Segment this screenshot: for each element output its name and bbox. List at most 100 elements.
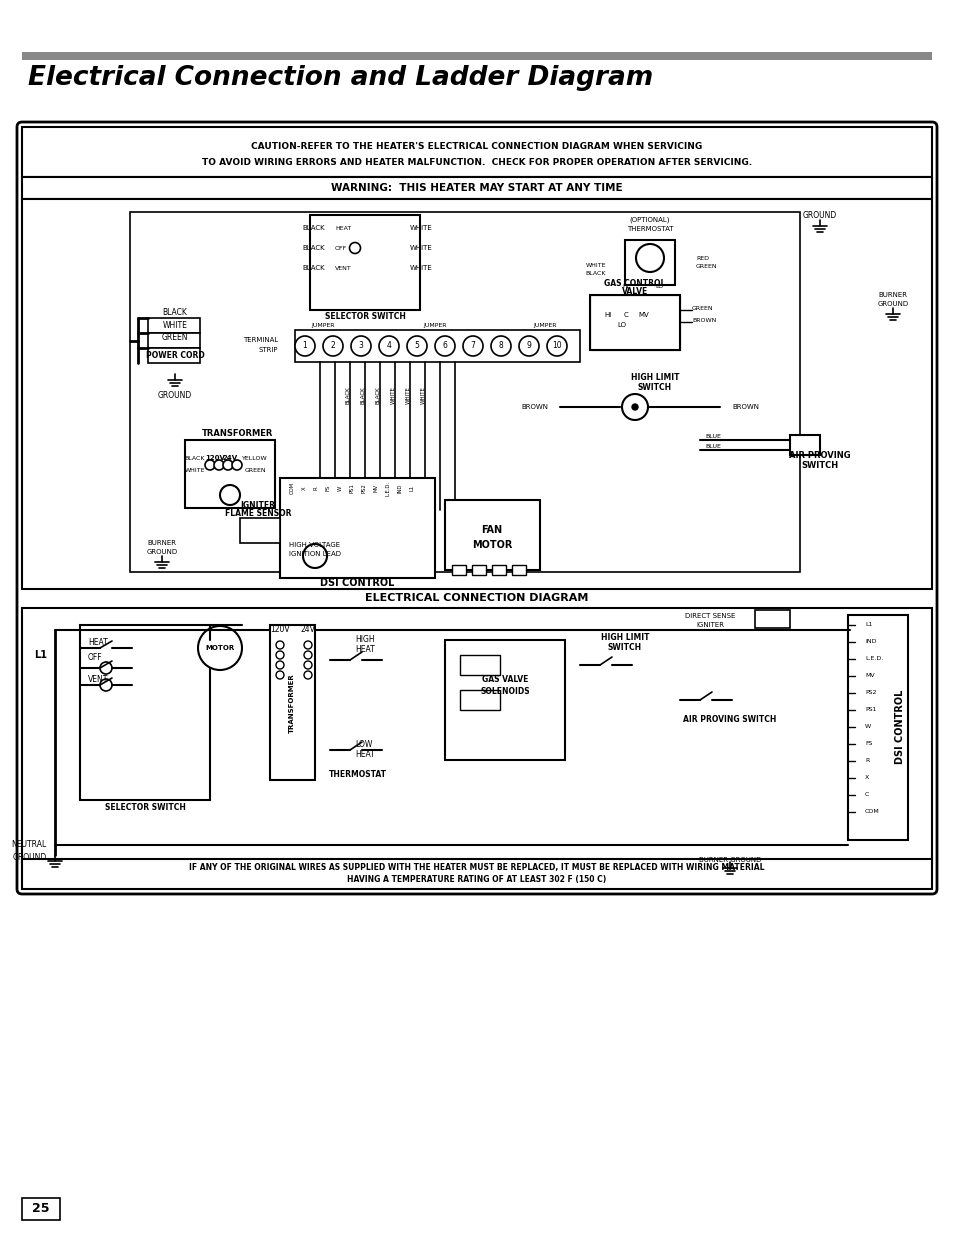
Text: GAS CONTROL: GAS CONTROL [603, 279, 665, 288]
Text: MV: MV [638, 312, 649, 317]
Text: WHITE: WHITE [410, 225, 433, 231]
Text: BROWN: BROWN [520, 404, 547, 410]
Circle shape [304, 651, 312, 659]
Text: IF ANY OF THE ORIGINAL WIRES AS SUPPLIED WITH THE HEATER MUST BE REPLACED, IT MU: IF ANY OF THE ORIGINAL WIRES AS SUPPLIED… [189, 863, 764, 872]
Circle shape [275, 651, 284, 659]
Circle shape [621, 394, 647, 420]
Circle shape [275, 671, 284, 679]
Text: 9: 9 [526, 342, 531, 351]
Text: FS: FS [325, 485, 330, 492]
Bar [459, 690, 499, 710]
Text: THERMOSTAT: THERMOSTAT [626, 226, 673, 232]
Text: 2: 2 [331, 342, 335, 351]
Text: GREEN: GREEN [696, 263, 717, 268]
Circle shape [407, 336, 427, 356]
Text: OFF: OFF [88, 653, 103, 662]
Bar [452, 564, 465, 576]
Bar [589, 295, 679, 350]
Text: SELECTOR SWITCH: SELECTOR SWITCH [105, 804, 185, 813]
Text: SELECTOR SWITCH: SELECTOR SWITCH [324, 311, 405, 321]
Circle shape [631, 404, 638, 410]
Text: AIR PROVING SWITCH: AIR PROVING SWITCH [682, 715, 776, 725]
Text: C: C [864, 793, 868, 798]
Text: WHITE: WHITE [410, 245, 433, 251]
Text: BLACK: BLACK [360, 387, 365, 404]
Text: TERMINAL: TERMINAL [242, 337, 277, 343]
Text: GREEN: GREEN [244, 468, 266, 473]
Text: L.E.D.: L.E.D. [385, 480, 390, 495]
Circle shape [351, 336, 371, 356]
Text: BURNER GROUND: BURNER GROUND [699, 857, 760, 863]
Bar [294, 330, 579, 362]
Circle shape [100, 662, 112, 674]
Text: VENT: VENT [335, 266, 352, 270]
Circle shape [462, 336, 482, 356]
Text: FLAME SENSOR: FLAME SENSOR [225, 510, 291, 519]
Text: IGNITION LEAD: IGNITION LEAD [289, 551, 340, 557]
Circle shape [223, 459, 233, 471]
Text: R: R [314, 487, 318, 490]
Bar [754, 610, 789, 629]
Text: (OPTIONAL): (OPTIONAL) [629, 217, 670, 224]
Text: 10: 10 [552, 342, 561, 351]
Text: 24V: 24V [222, 454, 237, 461]
Text: COM: COM [289, 482, 294, 494]
Text: BLUE: BLUE [704, 433, 720, 438]
Bar [22, 860, 931, 889]
Text: R: R [864, 758, 868, 763]
Text: HEAT: HEAT [355, 751, 375, 760]
Text: 6: 6 [442, 342, 447, 351]
Text: JUMPER: JUMPER [311, 322, 335, 327]
Text: W: W [864, 725, 870, 730]
Text: 24V: 24V [300, 625, 315, 635]
Bar [148, 348, 200, 363]
Text: 120V: 120V [205, 454, 225, 461]
Bar [130, 212, 800, 572]
Bar [459, 655, 499, 676]
Circle shape [220, 485, 240, 505]
Text: HI: HI [622, 284, 629, 289]
Text: HEAT: HEAT [355, 646, 375, 655]
Text: BLACK: BLACK [302, 245, 325, 251]
Text: POWER CORD: POWER CORD [146, 351, 204, 359]
Text: C: C [623, 312, 628, 317]
Text: WHITE: WHITE [585, 263, 605, 268]
Circle shape [349, 242, 360, 253]
Text: L1: L1 [34, 650, 47, 659]
Circle shape [304, 641, 312, 650]
Circle shape [205, 459, 214, 471]
Text: WHITE: WHITE [390, 387, 395, 404]
Circle shape [546, 336, 566, 356]
Bar [22, 1198, 60, 1220]
Text: HIGH LIMIT: HIGH LIMIT [630, 373, 679, 383]
Text: IGNITER: IGNITER [240, 500, 275, 510]
Text: RED: RED [696, 256, 708, 261]
Bar [148, 317, 200, 333]
Bar [310, 215, 419, 310]
Text: BLACK: BLACK [302, 266, 325, 270]
Text: L.E.D.: L.E.D. [864, 657, 882, 662]
Bar [512, 564, 525, 576]
Text: BROWN: BROWN [731, 404, 759, 410]
Text: BURNER: BURNER [878, 291, 906, 298]
Text: SWITCH: SWITCH [801, 461, 838, 469]
Circle shape [636, 245, 663, 272]
Circle shape [232, 459, 242, 471]
Text: W: W [337, 485, 342, 490]
Bar [22, 127, 931, 177]
Text: SWITCH: SWITCH [607, 643, 641, 652]
Text: WHITE: WHITE [420, 387, 425, 404]
Circle shape [213, 459, 224, 471]
Circle shape [378, 336, 398, 356]
Text: WHITE: WHITE [162, 321, 187, 330]
Circle shape [100, 679, 112, 692]
Text: COM: COM [864, 809, 879, 815]
Text: NEUTRAL: NEUTRAL [11, 841, 47, 850]
Text: X: X [864, 776, 868, 781]
Text: OFF: OFF [335, 246, 347, 251]
Text: VENT: VENT [88, 676, 109, 684]
Text: HI: HI [604, 312, 611, 317]
Text: GREEN: GREEN [691, 305, 713, 310]
Text: STRIP: STRIP [258, 347, 277, 353]
Text: MV: MV [374, 484, 378, 492]
